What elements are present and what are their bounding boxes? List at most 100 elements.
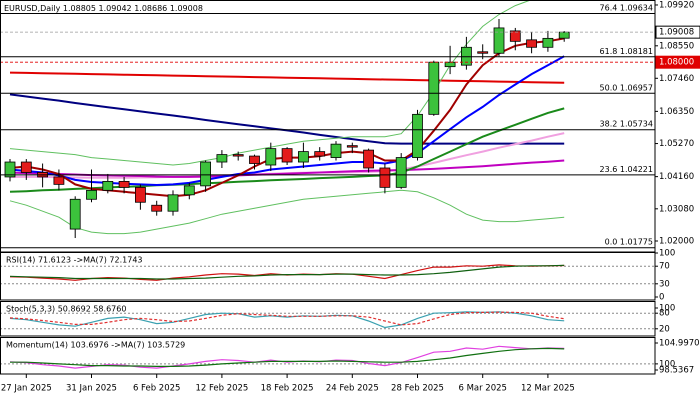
level-value: 1.09634: [620, 3, 653, 12]
candle-body: [330, 143, 342, 158]
y-tick-label: 98.5367: [659, 366, 694, 376]
y-tick-label: 104.9970: [659, 338, 700, 348]
level-ratio: 76.4: [600, 3, 618, 12]
x-tick-label: 12 Feb 2025: [195, 384, 248, 394]
x-tick-label: 31 Jan 2025: [66, 384, 117, 394]
candle-body: [281, 148, 293, 163]
panel-title: Momentum(14) 103.6976 ->MA(7) 103.5729: [6, 341, 185, 350]
candle-body: [493, 27, 505, 54]
candle-body: [118, 181, 130, 188]
candle-body: [297, 151, 309, 163]
candle-body: [558, 31, 570, 39]
y-tick-label: 70: [659, 262, 670, 272]
x-tick-label: 6 Mar 2025: [458, 384, 506, 394]
candle-body: [460, 46, 472, 66]
rsi-frame: [0, 252, 656, 301]
candle-body: [216, 154, 228, 163]
series-line: [9, 107, 565, 193]
price-marker-box: [655, 55, 700, 69]
candle-body: [526, 39, 537, 48]
level-ratio: 61.8: [600, 46, 618, 55]
level-ratio: 0.0: [605, 237, 618, 246]
y-tick-label: 80: [659, 309, 670, 319]
y-tick-label: 30: [659, 279, 670, 289]
candle-body: [428, 61, 440, 115]
series-line: [9, 0, 532, 166]
candle-body: [509, 30, 521, 42]
candle-body: [379, 167, 391, 188]
y-tick-label: 0: [659, 293, 664, 303]
level-label: 0.0 1.01775: [605, 237, 653, 246]
x-tick-label: 28 Feb 2025: [391, 384, 444, 394]
price-marker-label: 1.08000: [659, 58, 694, 68]
candle-body: [69, 198, 81, 230]
candle-body: [314, 151, 326, 157]
candle-body: [346, 145, 358, 148]
panel-title: RSI(14) 71.6123 ->MA(7) 72.1743: [6, 256, 143, 265]
close-value: 1.09008: [170, 4, 203, 13]
series-line: [9, 311, 565, 326]
candle-body: [395, 157, 407, 188]
level-label: 61.8 1.08181: [600, 46, 653, 55]
panel: [0, 264, 655, 285]
candle-body: [53, 176, 65, 185]
candle-body: [20, 161, 32, 173]
series-line: [9, 264, 565, 280]
price-marker-label: 1.09008: [659, 28, 694, 38]
series-line: [9, 189, 565, 235]
candle-body: [412, 113, 423, 158]
candle-body: [200, 161, 212, 187]
high-value: 1.09042: [99, 4, 132, 13]
candle-body: [477, 51, 489, 54]
y-tick-label: 1.03080: [659, 204, 694, 214]
y-tick-label: 100: [659, 249, 675, 259]
chart-header: EURUSD,Daily 1.08805 1.09042 1.08686 1.0…: [4, 4, 203, 13]
y-tick-label: 20: [659, 324, 670, 334]
y-tick-label: 1.07460: [659, 74, 694, 84]
y-tick-label: 1.06350: [659, 107, 694, 117]
frames: [0, 0, 656, 375]
open-value: 1.08805: [63, 4, 96, 13]
candle-body: [86, 189, 97, 200]
x-tick-label: 12 Mar 2025: [521, 384, 575, 394]
candle-body: [167, 194, 179, 212]
y-tick-label: 1.04160: [659, 172, 694, 182]
x-tick-label: 6 Feb 2025: [133, 384, 181, 394]
y-tick-label: 1.02000: [659, 237, 694, 247]
series-line: [9, 55, 565, 187]
price-marker-box: [655, 25, 700, 39]
series-line: [9, 71, 565, 84]
panel: [0, 345, 655, 369]
y-tick-label: 1.08550: [659, 41, 694, 51]
candle-body: [102, 181, 114, 191]
y-tick-label: 1.09920: [659, 0, 694, 10]
x-tick-label: 18 Feb 2025: [261, 384, 314, 394]
panel: [0, 311, 655, 330]
x-tick-label: 24 Feb 2025: [326, 384, 379, 394]
candle-body: [542, 37, 554, 48]
level-ratio: 38.2: [600, 119, 618, 128]
candle-body: [363, 149, 375, 169]
level-value: 1.06957: [620, 83, 653, 92]
level-label: 23.6 1.04221: [600, 164, 653, 173]
y-tick-label: 100: [659, 359, 675, 369]
candle-body: [4, 161, 16, 178]
series-line: [9, 93, 565, 145]
candle-body: [151, 204, 163, 212]
level-ratio: 23.6: [600, 164, 618, 173]
level-label: 50.0 1.06957: [600, 83, 653, 92]
y-tick-label: 100: [659, 303, 675, 313]
candle-body: [232, 154, 244, 157]
level-ratio: 50.0: [600, 83, 618, 92]
level-value: 1.04221: [620, 164, 653, 173]
stoch-frame: [0, 301, 656, 337]
candle-body: [249, 155, 260, 164]
level-value: 1.08181: [620, 46, 653, 55]
panel: [4, 0, 570, 239]
level-label: 38.2 1.05734: [600, 119, 653, 128]
symbol: EURUSD,Daily: [4, 4, 61, 13]
panel-title: Stoch(5,3,3) 50.8692 58.6760: [6, 305, 126, 314]
